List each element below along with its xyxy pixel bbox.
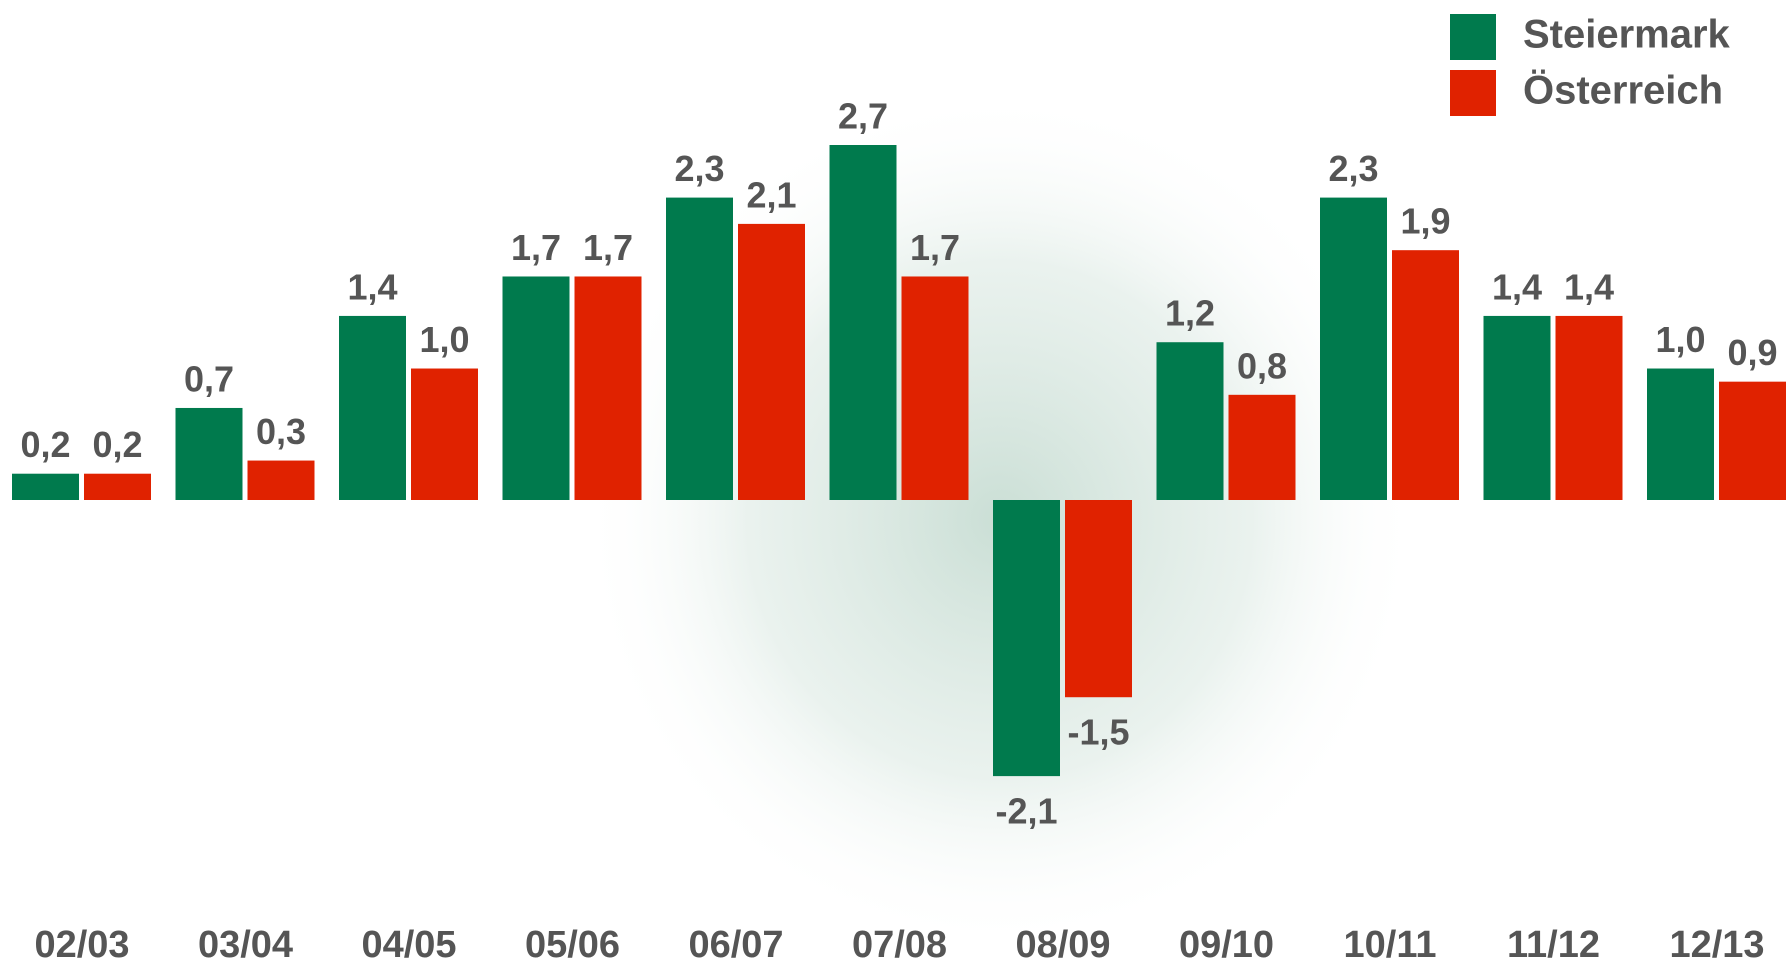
bar	[84, 474, 151, 500]
value-label: 1,7	[511, 227, 561, 268]
bar	[248, 461, 315, 500]
value-label: -1,5	[1067, 712, 1129, 753]
bar	[411, 369, 478, 500]
bar	[1392, 250, 1459, 500]
bar	[902, 276, 969, 500]
value-label: 1,9	[1400, 201, 1450, 242]
x-tick-label: 09/10	[1179, 924, 1274, 966]
bar	[666, 198, 733, 500]
bar	[1229, 395, 1296, 500]
value-label: 1,7	[583, 227, 633, 268]
x-tick-label: 06/07	[688, 924, 783, 966]
value-label: 0,2	[20, 424, 70, 465]
legend-swatch	[1450, 14, 1496, 60]
value-label: 1,0	[1655, 319, 1705, 360]
bar	[12, 474, 79, 500]
bar	[503, 276, 570, 500]
value-label: 2,3	[674, 148, 724, 189]
chart: 02/03 0,2 0,2 03/04 0,7 0,3 04/05 1,4 1,0 05/06 1,…	[0, 0, 1789, 968]
x-tick-label: 07/08	[852, 924, 947, 966]
value-label: 1,4	[1492, 266, 1542, 307]
value-label: 2,3	[1328, 148, 1378, 189]
x-tick-label: 04/05	[361, 924, 456, 966]
value-label: 0,9	[1727, 332, 1777, 373]
bar	[738, 224, 805, 500]
value-label: 2,1	[746, 174, 796, 215]
x-tick-label: 11/12	[1507, 924, 1600, 966]
bar	[575, 276, 642, 500]
legend-label: Österreich	[1523, 68, 1723, 113]
bar	[830, 145, 897, 500]
value-label: 0,3	[256, 411, 306, 452]
bar	[1647, 369, 1714, 500]
value-label: 1,4	[347, 266, 397, 307]
legend-label: Steiermark	[1523, 13, 1731, 57]
value-label: 0,8	[1237, 345, 1287, 386]
bar	[1484, 316, 1551, 500]
bar	[1556, 316, 1623, 500]
bar	[993, 500, 1060, 776]
value-label: 1,0	[419, 319, 469, 360]
x-tick-label: 03/04	[198, 924, 293, 966]
value-label: 1,7	[910, 227, 960, 268]
bar	[176, 408, 243, 500]
bar	[1065, 500, 1132, 697]
x-tick-label: 02/03	[34, 924, 129, 966]
bar	[339, 316, 406, 500]
value-label: 1,4	[1564, 266, 1614, 307]
value-label: 2,7	[838, 96, 888, 137]
value-label: 0,7	[184, 358, 234, 399]
x-tick-label: 05/06	[525, 924, 620, 966]
bar	[1157, 342, 1224, 500]
x-tick-label: 08/09	[1015, 924, 1110, 966]
bar	[1719, 382, 1786, 500]
x-tick-label: 10/11	[1344, 924, 1437, 966]
value-label: 1,2	[1165, 293, 1215, 334]
bar	[1320, 198, 1387, 500]
legend-swatch	[1450, 70, 1496, 116]
value-label: 0,2	[92, 424, 142, 465]
x-tick-label: 12/13	[1669, 924, 1764, 966]
value-label: -2,1	[995, 791, 1057, 832]
